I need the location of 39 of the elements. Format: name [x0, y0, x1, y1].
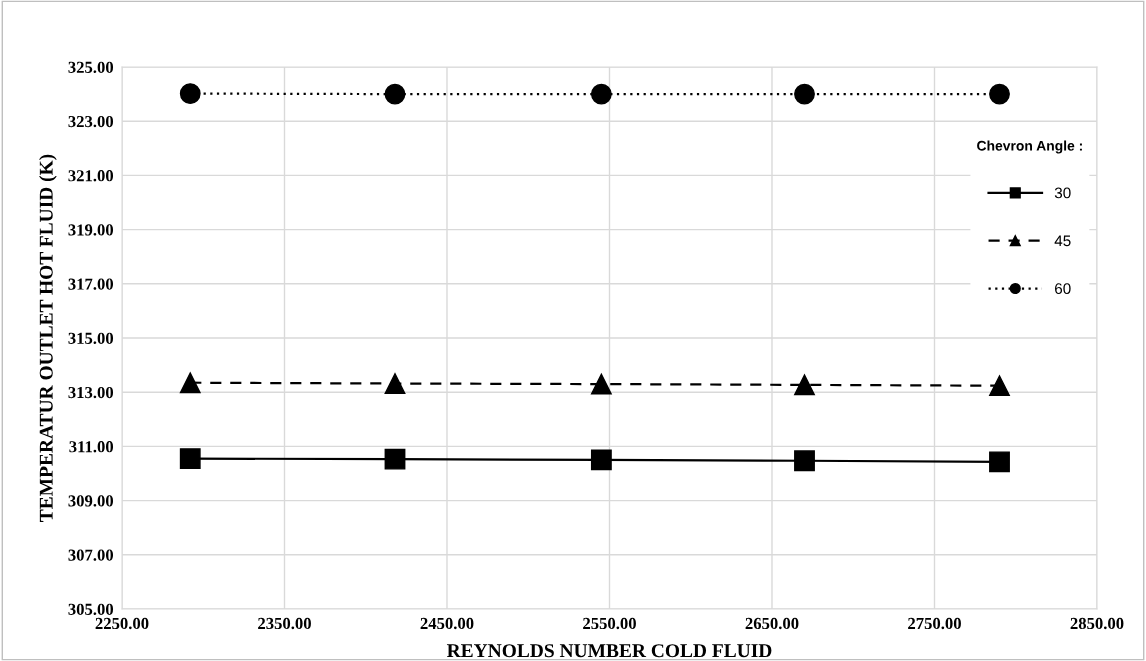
x-tick-label: 2550.00: [583, 617, 636, 630]
y-tick-label: 315.00: [68, 332, 114, 345]
y-axis-title: TEMPERATUR OUTLET HOT FLUID (K): [39, 154, 57, 522]
legend-label: 45: [1054, 235, 1071, 247]
y-tick-label: 319.00: [68, 224, 114, 236]
point: [179, 448, 201, 470]
point: [179, 372, 201, 394]
point: [384, 448, 406, 470]
y-tick-label: 311.00: [69, 441, 114, 453]
point: [384, 373, 406, 394]
y-tick-label: 321.00: [68, 170, 114, 182]
x-tick-label: 2850.00: [1070, 617, 1124, 630]
point: [989, 451, 1010, 473]
y-tick-label: 309.00: [68, 495, 114, 507]
x-axis-title: REYNOLDS NUMBER COLD FLUID: [446, 644, 772, 658]
legend-label: 60: [1055, 283, 1071, 295]
point: [794, 83, 815, 105]
point: [590, 373, 612, 395]
legend-label: 30: [1054, 187, 1071, 199]
y-tick-label: 325.00: [68, 61, 114, 74]
point: [794, 450, 815, 472]
point: [590, 83, 612, 105]
point: [794, 374, 815, 396]
point: [989, 83, 1010, 105]
point: [989, 375, 1010, 397]
x-tick-label: 2750.00: [908, 617, 961, 630]
y-tick-label: 317.00: [68, 278, 114, 290]
legend-title: Chevron Angle :: [977, 140, 1082, 154]
point: [179, 83, 201, 104]
y-tick-label: 307.00: [68, 549, 114, 561]
x-tick-label: 2250.00: [95, 617, 149, 630]
y-tick-label: 323.00: [68, 115, 114, 128]
x-tick-label: 2450.00: [420, 617, 474, 630]
x-tick-label: 2350.00: [258, 617, 311, 630]
y-tick-label: 305.00: [68, 603, 114, 616]
y-tick-label: 313.00: [68, 386, 114, 399]
point: [384, 83, 406, 105]
x-tick-label: 2650.00: [745, 617, 799, 630]
point: [590, 449, 612, 471]
